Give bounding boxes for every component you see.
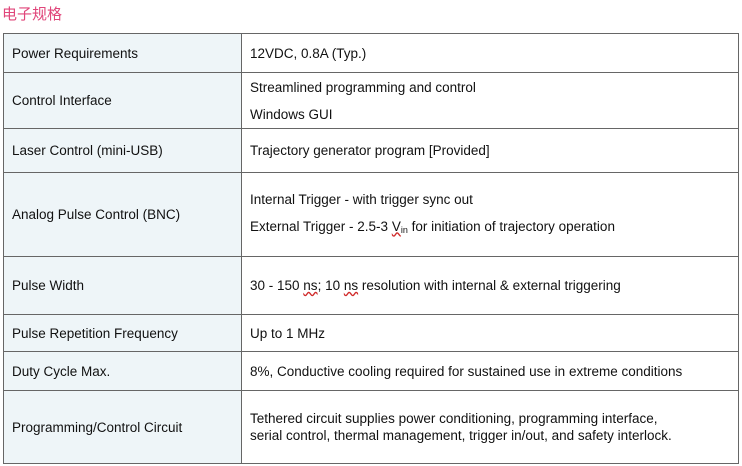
spec-label: Duty Cycle Max. (3, 351, 242, 391)
spec-value-line: Up to 1 MHz (250, 325, 326, 341)
external-trigger-text-end: for initiation of trajectory operation (407, 218, 615, 234)
external-trigger-line: External Trigger - 2.5-3 Vin for initiat… (250, 218, 738, 239)
pulse-width-line: 30 - 150 ns; 10 ns resolution with inter… (250, 277, 738, 294)
spec-value: 12VDC, 0.8A (Typ.) (241, 33, 739, 73)
spec-value-line: Trajectory generator program [Provided] (250, 143, 490, 158)
pulse-width-text-mid: ; 10 (317, 278, 344, 293)
table-row: Control Interface Streamlined programmin… (3, 72, 739, 129)
voltage-subscript: in (400, 224, 408, 235)
spec-value: Tethered circuit supplies power conditio… (241, 390, 739, 464)
table-row: Analog Pulse Control (BNC) Internal Trig… (3, 172, 739, 257)
spec-value-line: Windows GUI (250, 106, 333, 122)
spec-label: Power Requirements (3, 33, 242, 73)
voltage-symbol: Vin (391, 218, 408, 235)
spec-label: Laser Control (mini-USB) (3, 128, 242, 173)
table-row: Power Requirements 12VDC, 0.8A (Typ.) (3, 33, 739, 73)
spec-value: Streamlined programming and control Wind… (241, 72, 739, 129)
spec-value-line: Tethered circuit supplies power conditio… (250, 411, 658, 426)
pulse-width-text: 30 - 150 (250, 278, 304, 293)
spec-value: 30 - 150 ns; 10 ns resolution with inter… (241, 256, 739, 315)
section-title: 电子规格 (2, 5, 63, 23)
spec-value-line: serial control, thermal management, trig… (250, 428, 672, 443)
spec-label: Analog Pulse Control (BNC) (3, 172, 242, 257)
spec-label: Pulse Width (3, 256, 242, 315)
spec-value: Trajectory generator program [Provided] (241, 128, 739, 173)
spec-value: 8%, Conductive cooling required for sust… (241, 351, 739, 391)
voltage-v: V (391, 218, 401, 234)
spec-table: Power Requirements 12VDC, 0.8A (Typ.) Co… (3, 33, 739, 464)
table-row: Duty Cycle Max. 8%, Conductive cooling r… (3, 351, 739, 391)
spec-label: Programming/Control Circuit (3, 390, 242, 464)
spec-label: Pulse Repetition Frequency (3, 314, 242, 352)
spec-label: Control Interface (3, 72, 242, 129)
external-trigger-text: External Trigger - 2.5-3 (250, 218, 392, 234)
spec-value: Internal Trigger - with trigger sync out… (241, 172, 739, 257)
spec-value-line: Internal Trigger - with trigger sync out (250, 191, 473, 207)
table-row: Programming/Control Circuit Tethered cir… (3, 390, 739, 464)
table-row: Pulse Width 30 - 150 ns; 10 ns resolutio… (3, 256, 739, 315)
unit-ns: ns (343, 278, 359, 293)
table-row: Laser Control (mini-USB) Trajectory gene… (3, 128, 739, 173)
pulse-width-text-end: resolution with internal & external trig… (358, 278, 621, 293)
spec-value: Up to 1 MHz (241, 314, 739, 352)
spec-value-line: Streamlined programming and control (250, 79, 476, 95)
table-row: Pulse Repetition Frequency Up to 1 MHz (3, 314, 739, 352)
spec-value-line: 8%, Conductive cooling required for sust… (250, 363, 683, 379)
unit-ns: ns (303, 278, 318, 293)
spec-value-line: 12VDC, 0.8A (Typ.) (250, 45, 367, 61)
